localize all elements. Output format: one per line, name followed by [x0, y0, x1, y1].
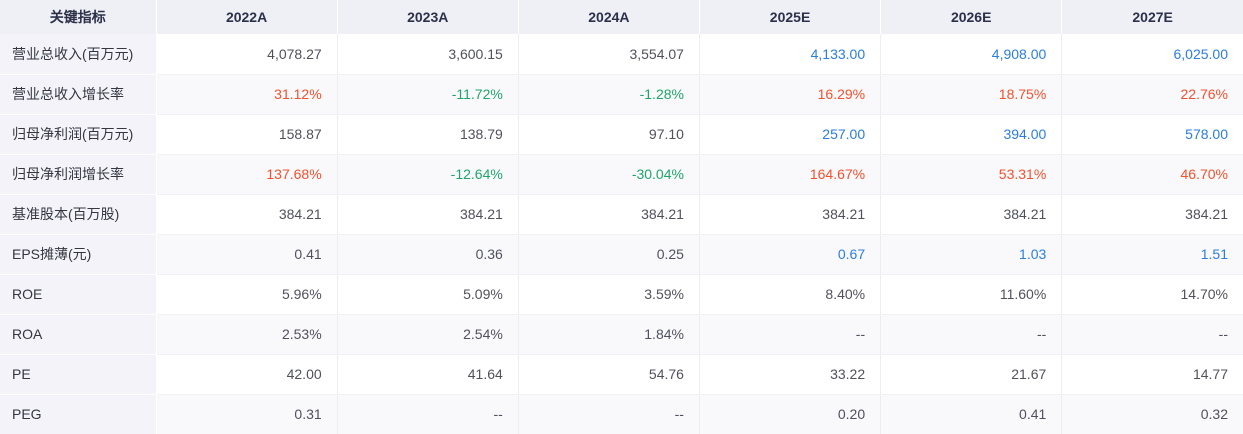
row-label: 营业总收入增长率 [0, 74, 157, 115]
cell-value: 2.54% [336, 314, 519, 355]
cell-value: 384.21 [517, 194, 700, 235]
row-label: EPS摊薄(元) [0, 234, 157, 275]
cell-value: 53.31% [880, 154, 1062, 195]
cell-value: 384.21 [880, 194, 1062, 235]
row-label: 基准股本(百万股) [0, 194, 157, 235]
cell-value: 3.59% [517, 274, 700, 315]
cell-value: -1.28% [517, 74, 700, 115]
row-label: 归母净利润(百万元) [0, 114, 157, 155]
cell-value: 164.67% [698, 154, 881, 195]
table-row: PE 42.00 41.64 54.76 33.22 21.67 14.77 [0, 354, 1243, 395]
cell-value: 54.76 [517, 354, 700, 395]
cell-value: 33.22 [698, 354, 881, 395]
cell-value: 384.21 [156, 194, 338, 235]
cell-value: 11.60% [880, 274, 1062, 315]
cell-value: 0.32 [1061, 394, 1243, 434]
table-body: 营业总收入(百万元) 4,078.27 3,600.15 3,554.07 4,133.… [0, 34, 1243, 434]
cell-value: 4,078.27 [156, 34, 338, 75]
row-label: PEG [0, 394, 157, 434]
cell-value: 3,554.07 [517, 34, 700, 75]
cell-value: 8.40% [698, 274, 881, 315]
cell-value: 16.29% [698, 74, 881, 115]
table-row: 基准股本(百万股) 384.21 384.21 384.21 384.21 384.21 3… [0, 194, 1243, 235]
cell-value: 384.21 [1061, 194, 1243, 235]
cell-value: -- [1061, 314, 1243, 355]
cell-value: -11.72% [336, 74, 519, 115]
cell-value: 0.41 [156, 234, 338, 275]
cell-value: 5.96% [156, 274, 338, 315]
header-row: 关键指标 2022A 2023A 2024A 2025E 2026E 2027E [0, 0, 1243, 34]
table-header: 关键指标 2022A 2023A 2024A 2025E 2026E 2027E [0, 0, 1243, 34]
cell-value: -12.64% [336, 154, 519, 195]
table-row: 营业总收入(百万元) 4,078.27 3,600.15 3,554.07 4,133.… [0, 34, 1243, 75]
cell-value: 46.70% [1061, 154, 1243, 195]
cell-value: 1.51 [1061, 234, 1243, 275]
cell-value: 14.70% [1061, 274, 1243, 315]
year-column-header: 2024A [517, 0, 700, 34]
cell-value: 384.21 [698, 194, 881, 235]
cell-value: 0.67 [698, 234, 881, 275]
row-label: 营业总收入(百万元) [0, 34, 157, 75]
cell-value: -- [880, 314, 1062, 355]
cell-value: 578.00 [1061, 114, 1243, 155]
cell-value: 384.21 [336, 194, 519, 235]
cell-value: 97.10 [517, 114, 700, 155]
cell-value: 2.53% [156, 314, 338, 355]
row-label: PE [0, 354, 157, 395]
year-column-header: 2022A [155, 0, 338, 34]
cell-value: 0.41 [880, 394, 1062, 434]
year-column-header: 2027E [1061, 0, 1243, 34]
cell-value: 1.03 [880, 234, 1062, 275]
year-column-header: 2023A [336, 0, 519, 34]
cell-value: 6,025.00 [1061, 34, 1243, 75]
cell-value: 0.20 [698, 394, 881, 434]
cell-value: 3,600.15 [336, 34, 519, 75]
cell-value: 394.00 [880, 114, 1062, 155]
cell-value: 0.31 [156, 394, 338, 434]
cell-value: 14.77 [1061, 354, 1243, 395]
table-row: EPS摊薄(元) 0.41 0.36 0.25 0.67 1.03 1.51 [0, 234, 1243, 275]
indicator-column-header: 关键指标 [0, 0, 156, 34]
cell-value: 138.79 [336, 114, 519, 155]
row-label: ROA [0, 314, 157, 355]
table-row: ROA 2.53% 2.54% 1.84% -- -- -- [0, 314, 1243, 355]
year-column-header: 2025E [698, 0, 881, 34]
cell-value: 4,133.00 [698, 34, 881, 75]
cell-value: -30.04% [517, 154, 700, 195]
cell-value: -- [698, 314, 881, 355]
cell-value: 1.84% [517, 314, 700, 355]
table-row: 归母净利润增长率 137.68% -12.64% -30.04% 164.67% 53.3… [0, 154, 1243, 195]
cell-value: 18.75% [880, 74, 1062, 115]
cell-value: 5.09% [336, 274, 519, 315]
row-label: ROE [0, 274, 157, 315]
table-row: 营业总收入增长率 31.12% -11.72% -1.28% 16.29% 18.75% 2… [0, 74, 1243, 115]
cell-value: 21.67 [880, 354, 1062, 395]
table-row: ROE 5.96% 5.09% 3.59% 8.40% 11.60% 14.70% [0, 274, 1243, 315]
cell-value: 41.64 [336, 354, 519, 395]
cell-value: 137.68% [156, 154, 338, 195]
table-row: PEG 0.31 -- -- 0.20 0.41 0.32 [0, 394, 1243, 434]
row-label: 归母净利润增长率 [0, 154, 157, 195]
cell-value: -- [517, 394, 700, 434]
cell-value: 0.25 [517, 234, 700, 275]
cell-value: -- [336, 394, 519, 434]
cell-value: 4,908.00 [880, 34, 1062, 75]
cell-value: 22.76% [1061, 74, 1243, 115]
cell-value: 31.12% [156, 74, 338, 115]
table-row: 归母净利润(百万元) 158.87 138.79 97.10 257.00 394.00 5… [0, 114, 1243, 155]
cell-value: 158.87 [156, 114, 338, 155]
year-column-header: 2026E [880, 0, 1062, 34]
cell-value: 0.36 [336, 234, 519, 275]
cell-value: 42.00 [156, 354, 338, 395]
cell-value: 257.00 [698, 114, 881, 155]
